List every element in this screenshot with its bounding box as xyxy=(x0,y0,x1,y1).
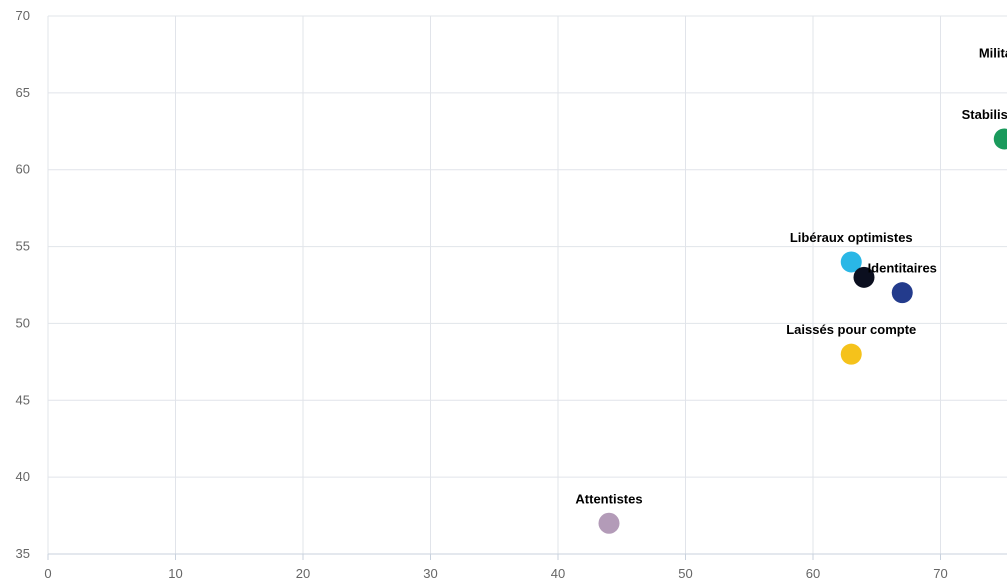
x-tick-label: 70 xyxy=(933,566,947,581)
y-tick-label: 55 xyxy=(16,239,30,254)
data-point-label: Stabilisateurs xyxy=(962,107,1007,122)
axes: 35 40 45 50 55 60 65 70 0 10 20 30 40 50 60 70 xyxy=(16,8,1007,581)
x-tick-label: 10 xyxy=(168,566,182,581)
data-point[interactable] xyxy=(891,282,913,304)
y-tick-label: 60 xyxy=(16,162,30,177)
grid xyxy=(47,15,1007,554)
x-tick-label: 60 xyxy=(806,566,820,581)
y-tick-label: 50 xyxy=(16,315,30,330)
data-point-label: Libéraux optimistes xyxy=(790,230,913,245)
data-point-label: Militants désabu xyxy=(979,45,1007,60)
y-tick-label: 35 xyxy=(16,546,30,561)
x-tick-label: 30 xyxy=(423,566,437,581)
data-point[interactable] xyxy=(853,266,875,288)
data-point[interactable] xyxy=(840,251,862,273)
x-tick-label: 0 xyxy=(44,566,51,581)
data-point-label: Attentistes xyxy=(575,491,642,506)
y-tick-label: 40 xyxy=(16,469,30,484)
y-tick-label: 65 xyxy=(16,85,30,100)
data-point[interactable] xyxy=(840,343,862,365)
x-tick-label: 40 xyxy=(551,566,565,581)
data-point[interactable] xyxy=(598,512,620,534)
y-tick-label: 45 xyxy=(16,392,30,407)
data-points xyxy=(598,128,1007,534)
data-point[interactable] xyxy=(993,128,1007,150)
x-tick-label: 20 xyxy=(296,566,310,581)
point-labels: Militants désabu Stabilisateurs Libéraux o… xyxy=(575,45,1007,506)
x-tick-label: 50 xyxy=(678,566,692,581)
y-tick-label: 70 xyxy=(16,8,30,23)
data-point-label: Laissés pour compte xyxy=(786,322,916,337)
data-point-label: Identitaires xyxy=(868,261,937,276)
